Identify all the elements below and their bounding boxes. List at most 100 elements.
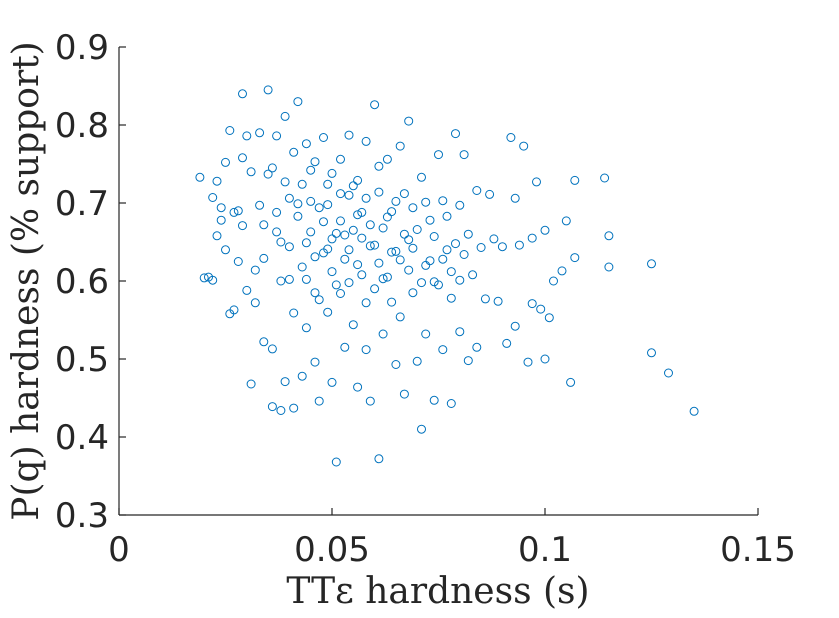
data-point	[293, 211, 303, 221]
data-point	[280, 177, 290, 187]
data-point	[438, 196, 448, 206]
data-point	[600, 173, 610, 183]
data-point	[221, 245, 230, 255]
data-point	[323, 307, 333, 317]
data-point	[353, 382, 363, 392]
x-tick-label: 0.1	[518, 530, 572, 570]
data-point	[489, 234, 499, 244]
data-point	[378, 329, 388, 339]
data-point	[242, 285, 252, 295]
data-point	[336, 154, 345, 164]
data-point	[549, 276, 558, 286]
data-point	[472, 342, 482, 352]
data-point	[497, 242, 507, 252]
data-point	[493, 296, 503, 306]
data-point	[463, 229, 473, 239]
data-point	[301, 238, 311, 248]
data-point	[259, 253, 269, 263]
data-point	[289, 403, 299, 413]
data-point	[272, 227, 282, 237]
data-point	[225, 126, 235, 135]
data-point	[532, 177, 541, 187]
data-point	[216, 215, 226, 225]
data-point	[280, 377, 290, 387]
data-point	[689, 406, 699, 416]
data-point	[412, 356, 422, 366]
data-point	[387, 247, 397, 257]
data-point	[276, 406, 286, 415]
y-tick-label: 0.7	[55, 184, 109, 224]
y-tick-label: 0.4	[55, 418, 109, 458]
data-point	[557, 266, 567, 276]
data-point	[408, 288, 418, 298]
data-point	[472, 186, 482, 195]
axis-ticks: 0 0.05 0.1 0.15 0.3 0.4 0.5 0.6 0.7 0.8 0.9	[55, 28, 796, 570]
data-point	[421, 197, 431, 207]
data-point	[208, 275, 218, 285]
data-point	[459, 150, 469, 160]
data-point	[319, 217, 328, 227]
data-point	[540, 225, 550, 235]
data-point	[434, 280, 443, 290]
data-point	[523, 357, 533, 367]
y-tick-label: 0.8	[55, 106, 109, 146]
data-point	[353, 175, 363, 185]
data-point	[468, 270, 478, 280]
data-point	[566, 377, 576, 387]
data-point	[353, 210, 363, 220]
data-point	[455, 275, 465, 285]
data-point	[378, 274, 388, 284]
data-point	[604, 262, 614, 272]
y-tick-label: 0.5	[55, 340, 109, 380]
data-point	[314, 203, 324, 213]
data-point	[399, 189, 409, 199]
data-point	[382, 272, 392, 282]
data-point	[284, 193, 294, 203]
data-point	[514, 240, 524, 250]
data-point	[289, 147, 299, 157]
data-point	[336, 216, 345, 226]
data-point	[438, 254, 448, 264]
data-point	[361, 136, 371, 146]
data-point	[284, 274, 294, 284]
data-point	[395, 312, 405, 322]
data-point	[391, 246, 401, 256]
data-point	[365, 220, 375, 230]
data-point	[255, 200, 265, 210]
data-point	[382, 212, 392, 222]
data-point	[455, 327, 465, 337]
data-point	[276, 276, 286, 286]
data-point	[195, 172, 205, 182]
data-point	[451, 129, 460, 139]
data-point	[259, 220, 269, 230]
y-tick-label: 0.6	[55, 262, 109, 302]
data-point	[647, 259, 656, 269]
data-point	[570, 175, 580, 185]
data-point	[446, 267, 456, 277]
data-point	[425, 256, 435, 266]
data-point	[348, 225, 358, 235]
data-point	[404, 265, 414, 275]
data-point	[267, 402, 277, 412]
data-point	[238, 221, 247, 231]
data-point	[536, 304, 546, 314]
data-point	[310, 157, 320, 167]
data-point	[429, 395, 439, 405]
data-point	[459, 250, 469, 259]
data-point	[544, 313, 554, 323]
data-point	[417, 424, 426, 434]
data-point	[344, 190, 354, 200]
data-point	[293, 97, 303, 107]
data-point	[323, 200, 333, 210]
data-point	[399, 229, 409, 239]
data-point	[446, 293, 456, 303]
data-point	[480, 294, 490, 304]
data-point	[280, 111, 290, 121]
data-point	[221, 157, 230, 167]
data-point	[604, 231, 614, 241]
data-point	[527, 233, 537, 243]
data-point	[323, 244, 333, 254]
data-point	[510, 321, 520, 331]
data-point	[238, 89, 247, 99]
